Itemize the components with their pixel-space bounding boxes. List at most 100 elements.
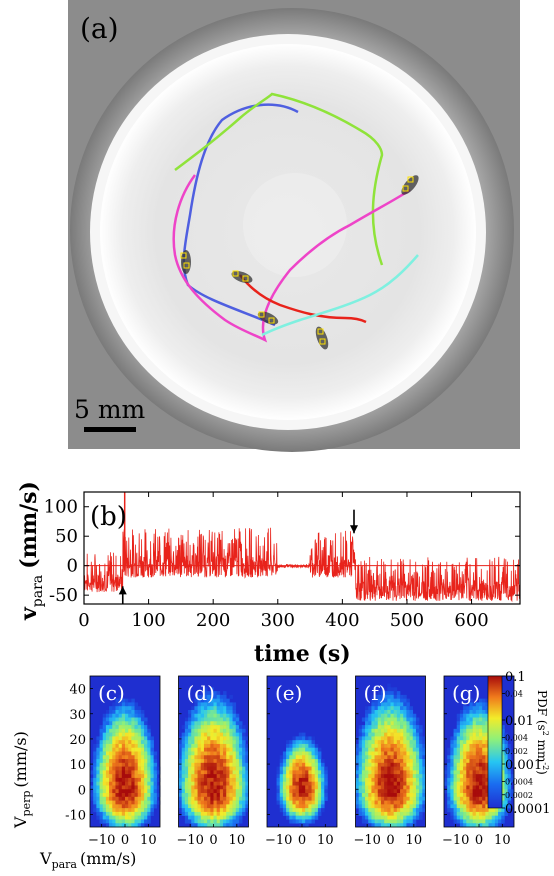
heatmap-cell xyxy=(229,740,233,745)
heatmap-cell xyxy=(216,770,221,775)
heatmap-cell xyxy=(390,717,394,722)
heatmap-cell xyxy=(374,796,379,801)
heatmap-cell xyxy=(463,732,467,737)
heatmap-cell xyxy=(396,717,401,722)
heatmap-cell xyxy=(469,721,473,726)
heatmap-cell xyxy=(197,728,202,733)
heatmap-cell xyxy=(112,743,116,749)
heatmap-cell xyxy=(235,721,240,726)
hm-x-tick-label: 10 xyxy=(140,833,157,848)
heatmap-cell xyxy=(358,770,363,775)
heatmap-cell xyxy=(99,755,104,760)
heatmap-cell xyxy=(361,736,366,741)
heatmap-cell xyxy=(479,774,483,779)
heatmap-cell xyxy=(292,740,296,745)
heatmap-cell xyxy=(400,793,404,798)
heatmap-cell xyxy=(137,721,142,726)
x-tick-label: 400 xyxy=(325,610,359,631)
heatmap-cell xyxy=(314,751,319,756)
heatmap-cell xyxy=(232,702,237,707)
heatmap-cell xyxy=(150,811,154,816)
heatmap-cell xyxy=(213,796,217,801)
heatmap-cell xyxy=(400,785,404,790)
heatmap-cell xyxy=(444,770,448,775)
heatmap-cell xyxy=(96,770,100,775)
heatmap-cell xyxy=(384,702,388,707)
heatmap-cell xyxy=(223,819,227,824)
heatmap-cell xyxy=(99,732,104,737)
heatmap-cell xyxy=(102,796,107,801)
heatmap-cell xyxy=(406,774,410,779)
heatmap-cell xyxy=(463,713,467,718)
heatmap-cell xyxy=(374,770,379,775)
heatmap-cell xyxy=(96,755,100,760)
heatmap-cell xyxy=(507,789,512,794)
heatmap-cell xyxy=(305,800,309,805)
heatmap-cell xyxy=(371,751,375,756)
heatmap-cell xyxy=(191,743,195,749)
heatmap-cell xyxy=(453,747,458,752)
heatmap-cell xyxy=(191,774,195,779)
heatmap-cell xyxy=(393,743,398,749)
heatmap-cell xyxy=(403,793,407,798)
heatmap-cell xyxy=(99,781,104,786)
heatmap-cell xyxy=(191,721,195,726)
heatmap-cell xyxy=(406,796,410,801)
heatmap-cell xyxy=(118,713,123,718)
heatmap-cell xyxy=(219,819,224,824)
heatmap-cell xyxy=(184,762,189,767)
heatmap-cell xyxy=(200,725,205,730)
arrow-down-head xyxy=(349,525,358,534)
heatmap-cell xyxy=(245,770,249,775)
cb-tick-label: 0.002 xyxy=(505,747,528,756)
heatmap-cell xyxy=(178,789,182,794)
heatmap-cell xyxy=(469,728,473,733)
heatmap-cell xyxy=(371,781,375,786)
heatmap-cell xyxy=(109,811,113,816)
heatmap-cell xyxy=(501,766,505,771)
heatmap-cell xyxy=(459,774,464,779)
heatmap-cell xyxy=(380,770,385,775)
heatmap-cell xyxy=(456,713,461,718)
heatmap-cell xyxy=(197,755,202,760)
heatmap-cell xyxy=(213,789,217,794)
heatmap-cell xyxy=(295,796,300,801)
heatmap-cell xyxy=(447,759,451,764)
heatmap-cell xyxy=(93,751,97,756)
heatmap-cell xyxy=(131,706,135,711)
heatmap-cell xyxy=(121,736,126,741)
heatmap-cell xyxy=(229,770,233,775)
heatmap-cell xyxy=(118,766,123,771)
heatmap-cell xyxy=(203,698,208,703)
heatmap-cell xyxy=(295,811,300,816)
heatmap-cell xyxy=(197,823,202,828)
cb-title-sup2: -2 xyxy=(541,762,550,770)
heatmap-cell xyxy=(450,789,454,794)
heatmap-cell xyxy=(393,755,398,760)
heatmap-cell xyxy=(393,732,398,737)
heatmap-cell xyxy=(469,796,473,801)
heatmap-cell xyxy=(150,747,154,752)
heatmap-cell xyxy=(213,770,217,775)
heatmap-cell xyxy=(403,770,407,775)
heatmap-cell xyxy=(400,766,404,771)
heatmap-cell xyxy=(371,785,375,790)
heatmap-cell xyxy=(144,777,148,782)
heatmap-cell xyxy=(368,713,372,718)
heatmap-cell xyxy=(229,706,233,711)
heatmap-cell xyxy=(105,751,110,756)
heatmap-cell xyxy=(194,781,198,786)
heatmap-cell xyxy=(109,717,113,722)
heatmap-cell xyxy=(482,811,486,816)
heatmap-cell xyxy=(118,793,123,798)
heatmap-cell xyxy=(213,747,217,752)
heatmap-cell xyxy=(144,717,148,722)
heatmap-cell xyxy=(207,785,211,790)
heatmap-cell xyxy=(286,770,290,775)
heatmap-cell xyxy=(229,717,233,722)
heatmap-cell xyxy=(203,823,208,828)
heatmap-cell xyxy=(295,800,300,805)
heatmap-cell xyxy=(358,785,363,790)
heatmap-cell xyxy=(409,725,414,730)
heatmap-cell xyxy=(444,789,448,794)
